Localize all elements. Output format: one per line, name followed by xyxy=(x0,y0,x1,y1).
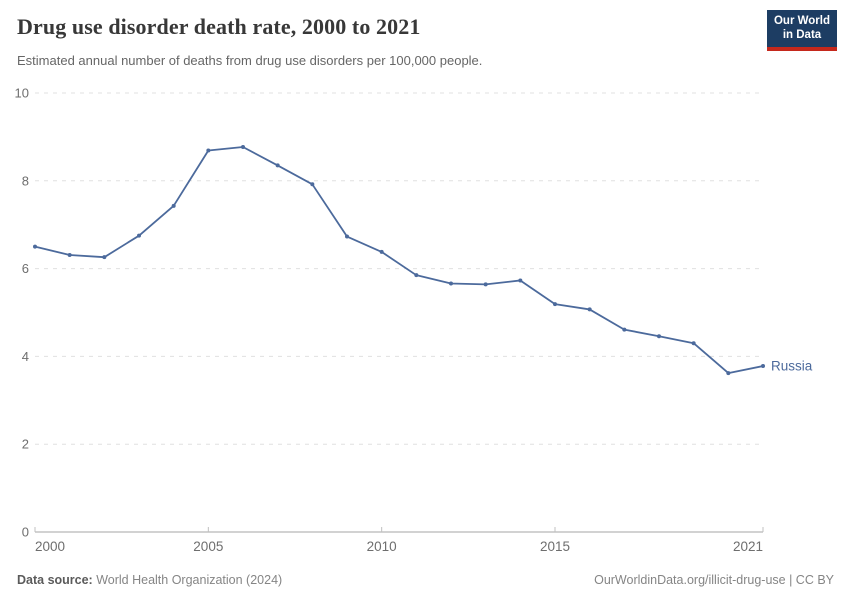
data-point-russia-2012[interactable] xyxy=(449,281,453,286)
data-source-value: World Health Organization (2024) xyxy=(92,573,283,587)
owid-logo-line2: in Data xyxy=(782,29,822,42)
y-tick-label-0: 0 xyxy=(22,525,29,540)
data-point-russia-2011[interactable] xyxy=(414,273,419,278)
y-tick-label-10: 10 xyxy=(15,86,29,101)
data-point-russia-2000[interactable] xyxy=(33,244,37,249)
data-point-russia-2016[interactable] xyxy=(587,307,592,312)
data-point-russia-2015[interactable] xyxy=(553,302,557,307)
data-point-russia-2005[interactable] xyxy=(206,148,211,153)
data-point-russia-2001[interactable] xyxy=(67,252,72,257)
y-tick-label-8: 8 xyxy=(22,173,29,188)
attribution-note: OurWorldinData.org/illicit-drug-use | CC… xyxy=(594,573,834,587)
data-point-russia-2010[interactable] xyxy=(379,249,384,254)
chart-footer: Data source: World Health Organization (… xyxy=(17,573,834,587)
data-point-russia-2020[interactable] xyxy=(726,371,731,376)
data-source-note: Data source: World Health Organization (… xyxy=(17,573,282,587)
y-tick-label-2: 2 xyxy=(22,437,29,452)
owid-logo-line1: Our World xyxy=(773,15,830,27)
y-tick-label-6: 6 xyxy=(22,261,29,276)
chart-subtitle: Estimated annual number of deaths from d… xyxy=(17,53,483,68)
data-point-russia-2002[interactable] xyxy=(102,255,107,260)
data-point-russia-2004[interactable] xyxy=(171,203,176,208)
data-point-russia-2008[interactable] xyxy=(310,182,315,187)
line-chart[interactable]: 0 2 4 6 8 10 2000 2005 2010 2015 2021 Russia xyxy=(0,0,850,560)
data-point-russia-2006[interactable] xyxy=(241,144,245,149)
chart-title: Drug use disorder death rate, 2000 to 20… xyxy=(17,14,421,39)
data-point-russia-2009[interactable] xyxy=(345,234,349,239)
data-point-russia-2017[interactable] xyxy=(622,327,627,332)
data-point-russia-2007[interactable] xyxy=(275,163,280,168)
entity-label-russia[interactable]: Russia xyxy=(771,359,813,374)
x-tick-label-2005: 2005 xyxy=(193,539,223,554)
data-point-russia-2021[interactable] xyxy=(761,364,765,369)
y-tick-label-4: 4 xyxy=(22,349,29,364)
data-point-russia-2014[interactable] xyxy=(518,278,523,283)
x-tick-label-2010: 2010 xyxy=(367,539,397,554)
data-point-russia-2018[interactable] xyxy=(657,334,661,339)
data-point-russia-2019[interactable] xyxy=(691,341,696,346)
owid-logo[interactable]: Our World in Data xyxy=(767,10,837,51)
x-tick-label-2015: 2015 xyxy=(540,539,570,554)
data-source-label: Data source: xyxy=(17,573,93,587)
x-tick-label-2021: 2021 xyxy=(733,539,763,554)
series-line-russia[interactable] xyxy=(34,146,764,374)
x-tick-label-2000: 2000 xyxy=(35,539,65,554)
data-point-russia-2003[interactable] xyxy=(137,233,141,238)
data-point-russia-2013[interactable] xyxy=(483,282,488,287)
